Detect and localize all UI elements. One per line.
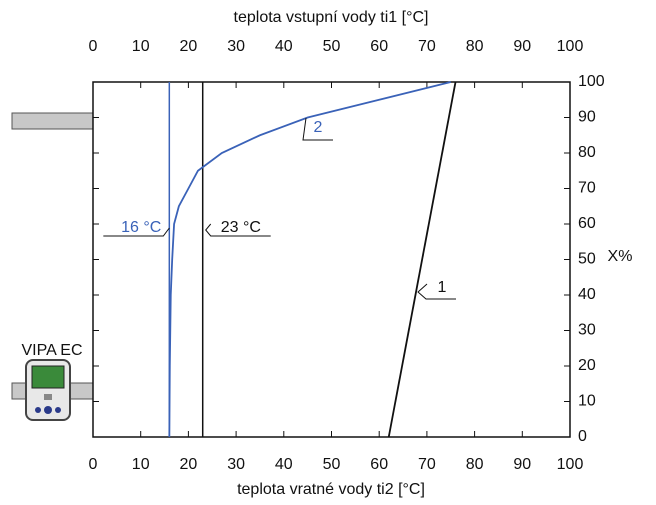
leader (302, 117, 333, 141)
y-tick-label: 30 (578, 322, 596, 339)
series-line (168, 81, 451, 438)
y-tick-label: 100 (578, 73, 605, 90)
x2-tick-label: 100 (557, 38, 584, 55)
x-tick-label: 100 (557, 456, 584, 473)
pipe-top (11, 112, 94, 130)
series-line (387, 81, 457, 438)
x-tick-label: 40 (275, 456, 293, 473)
y-tick-label: 50 (578, 251, 596, 268)
x2-tick-label: 40 (275, 38, 293, 55)
x-tick-label: 60 (370, 456, 388, 473)
x-tick-label: 10 (132, 456, 150, 473)
plot-frame (92, 81, 571, 438)
series-label: 1 (438, 279, 447, 296)
x2-tick-label: 60 (370, 38, 388, 55)
reference-label: 23 °C (221, 219, 261, 236)
x2-tick-label: 50 (323, 38, 341, 55)
x2-tick-label: 80 (466, 38, 484, 55)
leader (205, 223, 271, 237)
x-tick-label: 80 (466, 456, 484, 473)
device-icon (25, 359, 71, 421)
x2-tick-label: 30 (227, 38, 245, 55)
x-tick-label: 30 (227, 456, 245, 473)
x-tick-label: 0 (89, 456, 98, 473)
y-tick-label: 40 (578, 286, 596, 303)
x-tick-label: 90 (513, 456, 531, 473)
x2-tick-label: 10 (132, 38, 150, 55)
y-tick-label: 0 (578, 428, 587, 445)
x2-axis-title: teplota vstupní vody ti1 [°C] (234, 9, 429, 26)
y-tick-label: 10 (578, 393, 596, 410)
leader (103, 227, 170, 237)
x2-tick-label: 70 (418, 38, 436, 55)
y-tick-label: 20 (578, 357, 596, 374)
reference-label: 16 °C (121, 219, 161, 236)
y-tick-label: 80 (578, 144, 596, 161)
x2-tick-label: 90 (513, 38, 531, 55)
x-tick-label: 50 (323, 456, 341, 473)
x2-tick-label: 20 (180, 38, 198, 55)
y-axis-title: X% (608, 248, 633, 265)
leader (417, 283, 456, 300)
device-label: VIPA EC (21, 342, 82, 359)
x-tick-label: 70 (418, 456, 436, 473)
y-tick-label: 70 (578, 180, 596, 197)
series-label: 2 (314, 119, 323, 136)
x2-tick-label: 0 (89, 38, 98, 55)
y-tick-label: 60 (578, 215, 596, 232)
x-tick-label: 20 (180, 456, 198, 473)
x-axis-title: teplota vratné vody ti2 [°C] (237, 481, 425, 498)
y-tick-label: 90 (578, 109, 596, 126)
